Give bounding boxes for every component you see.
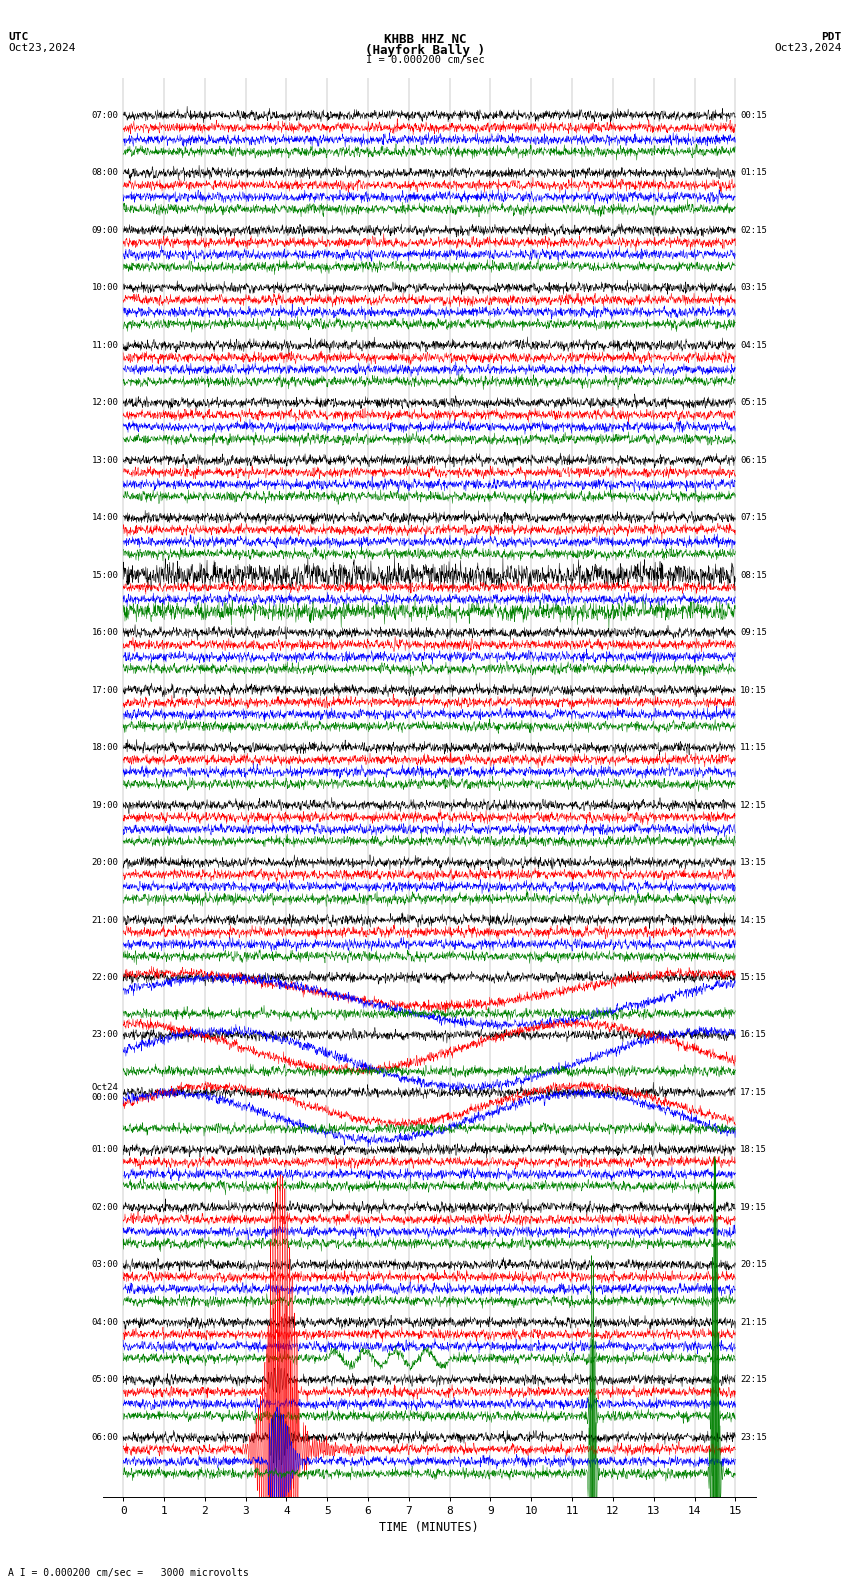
Text: 03:15: 03:15 [740,284,768,293]
Text: 17:15: 17:15 [740,1088,768,1098]
Text: 09:00: 09:00 [91,227,118,234]
Text: 05:15: 05:15 [740,398,768,407]
Text: 20:15: 20:15 [740,1261,768,1269]
Text: I = 0.000200 cm/sec: I = 0.000200 cm/sec [366,55,484,65]
Text: 07:15: 07:15 [740,513,768,523]
Text: UTC: UTC [8,32,29,41]
Text: 14:00: 14:00 [91,513,118,523]
Text: 10:00: 10:00 [91,284,118,293]
Text: 23:00: 23:00 [91,1031,118,1039]
Text: KHBB HHZ NC: KHBB HHZ NC [383,33,467,46]
Text: 21:15: 21:15 [740,1318,768,1327]
Text: 18:00: 18:00 [91,743,118,752]
Text: 03:00: 03:00 [91,1261,118,1269]
Text: 19:15: 19:15 [740,1202,768,1212]
Text: 04:15: 04:15 [740,341,768,350]
Text: 16:15: 16:15 [740,1031,768,1039]
Text: 10:15: 10:15 [740,686,768,695]
Text: 23:15: 23:15 [740,1434,768,1441]
Text: PDT: PDT [821,32,842,41]
Text: 02:00: 02:00 [91,1202,118,1212]
Text: 19:00: 19:00 [91,800,118,809]
Text: 08:00: 08:00 [91,168,118,177]
Text: 01:15: 01:15 [740,168,768,177]
Text: 15:00: 15:00 [91,570,118,580]
Text: 18:15: 18:15 [740,1145,768,1155]
Text: 09:15: 09:15 [740,629,768,637]
Text: 21:00: 21:00 [91,916,118,925]
Text: 11:00: 11:00 [91,341,118,350]
Text: 06:15: 06:15 [740,456,768,464]
Text: 17:00: 17:00 [91,686,118,695]
Text: (Hayfork Bally ): (Hayfork Bally ) [365,44,485,57]
Text: Oct23,2024: Oct23,2024 [774,43,842,52]
Text: 22:00: 22:00 [91,973,118,982]
Text: 12:15: 12:15 [740,800,768,809]
Text: 12:00: 12:00 [91,398,118,407]
X-axis label: TIME (MINUTES): TIME (MINUTES) [379,1521,479,1535]
Text: Oct24
00:00: Oct24 00:00 [91,1083,118,1102]
Text: 20:00: 20:00 [91,859,118,866]
Text: 15:15: 15:15 [740,973,768,982]
Text: 14:15: 14:15 [740,916,768,925]
Text: 06:00: 06:00 [91,1434,118,1441]
Text: 00:15: 00:15 [740,111,768,120]
Text: 01:00: 01:00 [91,1145,118,1155]
Text: 16:00: 16:00 [91,629,118,637]
Text: 11:15: 11:15 [740,743,768,752]
Text: 08:15: 08:15 [740,570,768,580]
Text: 02:15: 02:15 [740,227,768,234]
Text: 22:15: 22:15 [740,1375,768,1384]
Text: 13:00: 13:00 [91,456,118,464]
Text: A I = 0.000200 cm/sec =   3000 microvolts: A I = 0.000200 cm/sec = 3000 microvolts [8,1568,249,1578]
Text: Oct23,2024: Oct23,2024 [8,43,76,52]
Text: 13:15: 13:15 [740,859,768,866]
Text: 05:00: 05:00 [91,1375,118,1384]
Text: 07:00: 07:00 [91,111,118,120]
Text: 04:00: 04:00 [91,1318,118,1327]
